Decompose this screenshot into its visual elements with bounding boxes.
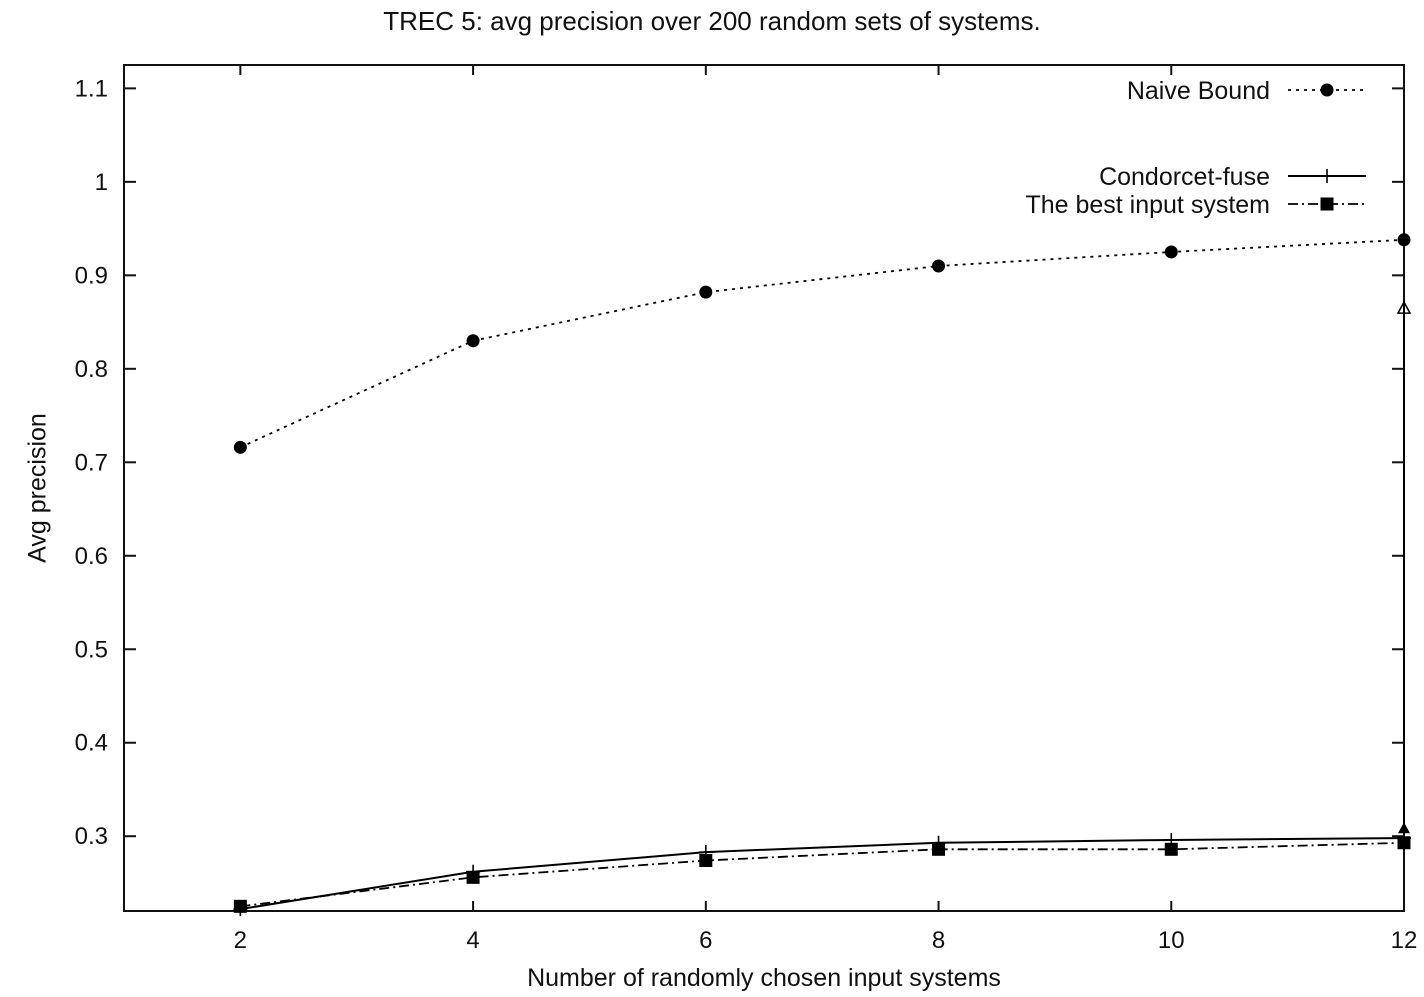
- error-bar-cap-bottom: [1398, 822, 1410, 834]
- series-0: [233, 233, 1411, 454]
- y-axis-label: Avg precision: [23, 413, 52, 563]
- legend-item-2: The best input system: [1025, 191, 1366, 219]
- y-tick-label: 0.4: [75, 730, 108, 757]
- data-point: [466, 334, 480, 348]
- data-point: [233, 440, 247, 454]
- series-layer: [233, 233, 1412, 917]
- y-tick-label: 0.7: [75, 449, 108, 476]
- x-tick-label: 6: [699, 927, 712, 954]
- data-point: [233, 899, 247, 913]
- error-bar: [1396, 300, 1412, 837]
- data-point: [466, 870, 480, 884]
- x-tick-label: 10: [1158, 927, 1185, 954]
- legend-swatch-marker: [1320, 197, 1334, 211]
- x-tick-label: 2: [234, 927, 247, 954]
- y-tick-label: 0.8: [75, 356, 108, 383]
- y-tick-label: 1.1: [75, 75, 108, 102]
- legend-swatch-marker: [1320, 169, 1334, 183]
- y-tick-label: 0.6: [75, 543, 108, 570]
- x-tick-label: 8: [932, 927, 945, 954]
- x-tick-label: 4: [466, 927, 479, 954]
- series-line: [240, 837, 1405, 911]
- legend-label: Naive Bound: [1127, 77, 1270, 105]
- series-2: [233, 836, 1411, 913]
- data-point: [699, 854, 713, 868]
- series-1: [233, 831, 1411, 917]
- series-line: [240, 841, 1405, 908]
- error-bar-cap-top: [1396, 300, 1412, 314]
- legend-item-1: Condorcet-fuse: [1099, 163, 1366, 191]
- data-point: [1164, 842, 1178, 856]
- legend-item-0: Naive Bound: [1127, 77, 1366, 105]
- y-tick-label: 0.9: [75, 262, 108, 289]
- legend-label: Condorcet-fuse: [1099, 163, 1270, 191]
- chart-title: TREC 5: avg precision over 200 random se…: [383, 6, 1041, 36]
- x-axis-label: Number of randomly chosen input systems: [527, 964, 1001, 992]
- series-line: [239, 238, 1405, 449]
- y-tick-label: 0.5: [75, 636, 108, 663]
- y-tick-label: 1: [95, 169, 108, 196]
- axes: 2 4 6 8 10 12 0.3 0.4 0.5 0.6 0.7 0.8 0.9 1 1.1: [75, 64, 1418, 954]
- legend-label: The best input system: [1025, 191, 1270, 219]
- y-tick-label: 0.3: [75, 823, 108, 850]
- data-point: [1397, 233, 1411, 247]
- data-point: [1397, 836, 1411, 850]
- data-point: [1164, 245, 1178, 259]
- data-point: [699, 285, 713, 299]
- x-tick-label: 12: [1391, 927, 1418, 954]
- data-point: [932, 259, 946, 273]
- legend-swatch-marker: [1320, 83, 1334, 97]
- data-point: [932, 842, 946, 856]
